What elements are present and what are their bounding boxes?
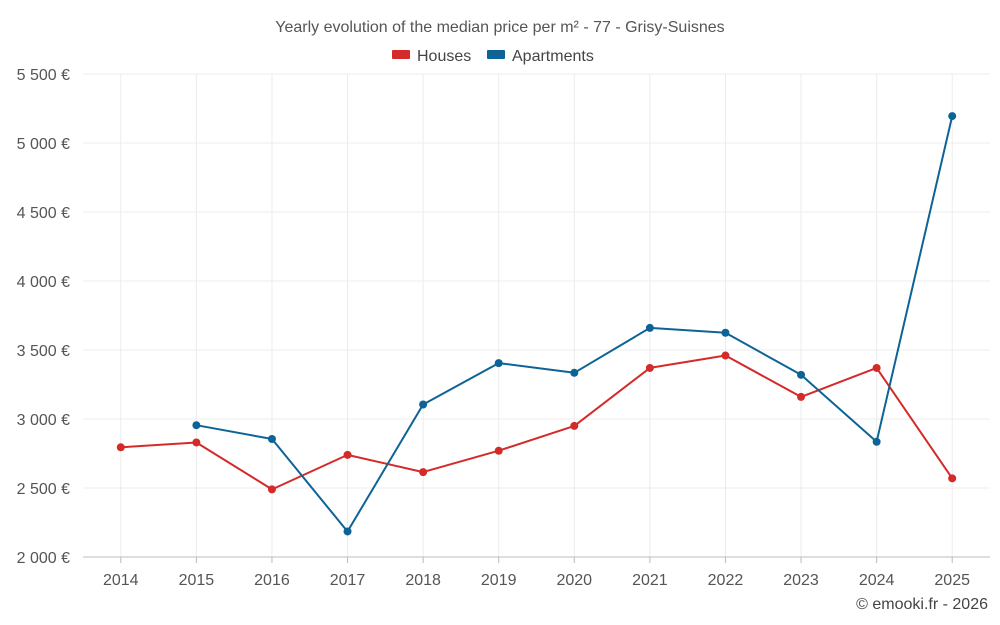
- legend-item-houses[interactable]: Houses: [392, 48, 471, 65]
- data-point-houses: [419, 468, 428, 477]
- data-point-apartments: [721, 328, 730, 337]
- x-tick-label: 2014: [103, 572, 139, 589]
- y-tick-label: 3 500 €: [17, 343, 70, 360]
- x-tick-label: 2016: [254, 572, 290, 589]
- x-tick-label: 2015: [179, 572, 215, 589]
- data-point-houses: [721, 351, 730, 360]
- data-point-houses: [948, 474, 957, 483]
- series-apartments: [192, 112, 957, 536]
- legend-item-apartments[interactable]: Apartments: [487, 48, 594, 65]
- x-tick-label: 2021: [632, 572, 668, 589]
- data-point-apartments: [343, 527, 352, 536]
- data-point-apartments: [948, 112, 957, 121]
- data-point-apartments: [797, 370, 806, 379]
- data-point-houses: [267, 485, 276, 494]
- legend-swatch-houses: [392, 50, 410, 59]
- x-tick-label: 2019: [481, 572, 517, 589]
- data-point-houses: [797, 392, 806, 401]
- data-point-houses: [192, 438, 201, 447]
- data-point-houses: [570, 421, 579, 430]
- x-tick-label: 2018: [405, 572, 441, 589]
- x-tick-label: 2023: [783, 572, 819, 589]
- data-point-houses: [872, 363, 881, 372]
- data-point-apartments: [494, 359, 503, 368]
- y-tick-label: 4 500 €: [17, 205, 70, 222]
- data-point-apartments: [192, 421, 201, 430]
- chart-title: Yearly evolution of the median price per…: [275, 19, 724, 36]
- y-tick-label: 2 000 €: [17, 550, 70, 567]
- x-tick-label: 2025: [934, 572, 970, 589]
- y-tick-label: 5 500 €: [17, 67, 70, 84]
- data-point-houses: [116, 443, 125, 452]
- legend-swatch-apartments: [487, 50, 505, 59]
- legend-label-houses: Houses: [417, 48, 471, 65]
- series: [116, 112, 957, 536]
- data-point-houses: [645, 363, 654, 372]
- grid: [83, 73, 990, 557]
- y-tick-label: 5 000 €: [17, 136, 70, 153]
- y-tick-label: 3 000 €: [17, 412, 70, 429]
- data-point-apartments: [267, 435, 276, 444]
- series-line-houses: [120, 354, 954, 491]
- legend: Houses Apartments: [392, 48, 594, 65]
- axes: 2 000 € 2 500 € 3 000 € 3 500 € 4 000 € 4 500…: [17, 67, 990, 589]
- data-point-houses: [343, 450, 352, 459]
- x-tick-label: 2017: [330, 572, 366, 589]
- y-tick-label: 2 500 €: [17, 481, 70, 498]
- x-tick-label: 2020: [556, 572, 592, 589]
- credit-text: © emooki.fr - 2026: [856, 596, 988, 613]
- series-houses: [116, 351, 957, 494]
- legend-label-apartments: Apartments: [512, 48, 594, 65]
- data-point-apartments: [645, 323, 654, 332]
- data-point-apartments: [419, 400, 428, 409]
- data-point-houses: [494, 446, 503, 455]
- data-point-apartments: [570, 368, 579, 377]
- x-tick-label: 2022: [708, 572, 744, 589]
- data-point-apartments: [872, 437, 881, 446]
- x-tick-label: 2024: [859, 572, 895, 589]
- y-tick-label: 4 000 €: [17, 274, 70, 291]
